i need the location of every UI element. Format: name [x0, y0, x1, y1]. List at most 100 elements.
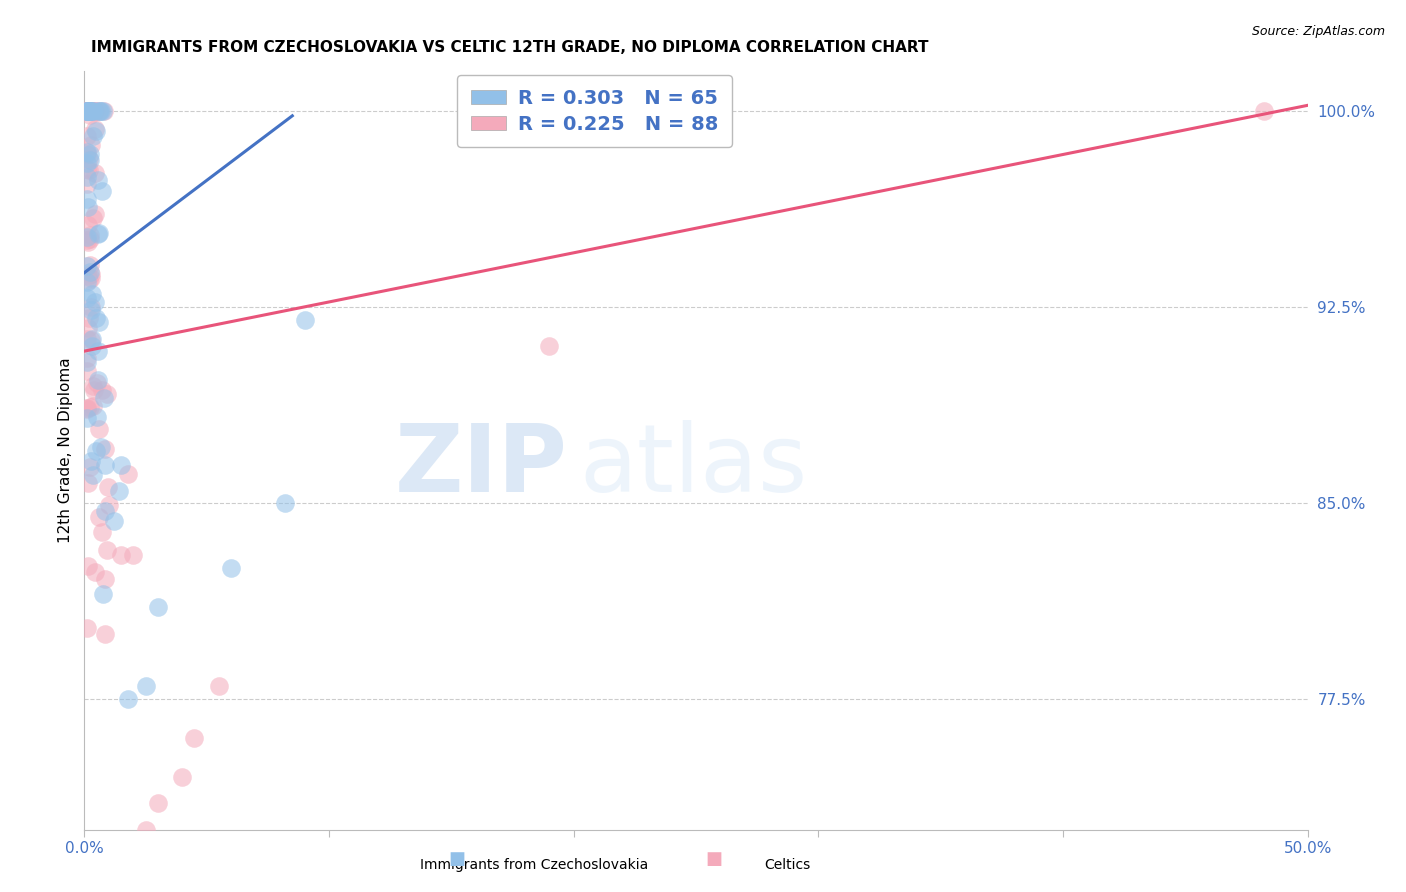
Point	[76, 233, 98, 247]
Text: ZIP: ZIP	[395, 419, 568, 512]
Point	[79, 232, 101, 246]
Point	[108, 483, 131, 498]
Point	[91, 587, 114, 601]
Point	[76, 103, 98, 118]
Point	[76, 235, 98, 250]
Point	[93, 103, 115, 118]
Point	[77, 103, 100, 118]
Point	[83, 103, 105, 118]
Point	[146, 797, 169, 811]
Point	[86, 444, 108, 458]
Point	[76, 355, 98, 369]
Point	[135, 679, 157, 693]
Point	[89, 103, 111, 118]
Point	[76, 103, 98, 118]
Point	[76, 146, 98, 161]
Point	[79, 228, 101, 243]
Point	[77, 321, 100, 335]
Point	[76, 103, 98, 118]
Point	[76, 103, 98, 118]
Point	[93, 391, 115, 405]
Point	[79, 103, 101, 118]
Point	[80, 301, 103, 315]
Text: ■: ■	[449, 850, 465, 868]
Text: Celtics: Celtics	[765, 858, 810, 872]
Point	[82, 211, 104, 225]
Point	[83, 166, 105, 180]
Point	[76, 103, 98, 118]
Text: Immigrants from Czechoslovakia: Immigrants from Czechoslovakia	[420, 858, 648, 872]
Point	[274, 496, 297, 510]
Point	[84, 124, 107, 138]
Point	[86, 103, 108, 118]
Point	[80, 339, 103, 353]
Point	[76, 103, 98, 118]
Point	[117, 691, 139, 706]
Point	[80, 270, 103, 285]
Point	[77, 311, 100, 326]
Point	[86, 409, 108, 424]
Point	[94, 572, 117, 586]
Point	[86, 376, 108, 391]
Point	[84, 565, 107, 579]
Point	[79, 103, 101, 118]
Point	[208, 679, 231, 693]
Point	[82, 103, 104, 118]
Point	[80, 334, 103, 348]
Point	[80, 103, 103, 118]
Point	[76, 103, 98, 118]
Point	[98, 498, 121, 512]
Point	[77, 268, 100, 283]
Point	[87, 172, 110, 186]
Point	[79, 153, 101, 167]
Point	[82, 399, 104, 413]
Point	[76, 145, 98, 160]
Point	[76, 621, 98, 635]
Point	[1253, 103, 1275, 118]
Point	[82, 468, 104, 483]
Y-axis label: 12th Grade, No Diploma: 12th Grade, No Diploma	[58, 358, 73, 543]
Point	[90, 103, 112, 118]
Point	[86, 373, 108, 387]
Point	[80, 103, 103, 118]
Point	[87, 226, 110, 240]
Legend: R = 0.303   N = 65, R = 0.225   N = 88: R = 0.303 N = 65, R = 0.225 N = 88	[457, 75, 731, 147]
Point	[77, 103, 100, 118]
Point	[94, 504, 117, 518]
Point	[83, 103, 105, 118]
Point	[76, 169, 98, 184]
Point	[76, 103, 98, 118]
Point	[76, 259, 98, 273]
Point	[77, 200, 100, 214]
Point	[76, 103, 98, 118]
Point	[83, 207, 105, 221]
Point	[80, 332, 103, 346]
Point	[122, 548, 145, 562]
Point	[76, 229, 98, 244]
Point	[82, 287, 104, 301]
Point	[83, 122, 105, 136]
Point	[76, 218, 98, 232]
Point	[91, 524, 114, 539]
Point	[183, 731, 205, 745]
Point	[135, 822, 157, 837]
Point	[538, 339, 561, 353]
Point	[77, 163, 100, 178]
Point	[93, 458, 115, 473]
Point	[76, 351, 98, 365]
Point	[79, 258, 101, 272]
Point	[80, 103, 103, 118]
Point	[172, 770, 194, 784]
Point	[80, 267, 103, 281]
Point	[96, 542, 118, 557]
Point	[76, 103, 98, 118]
Point	[77, 559, 100, 574]
Point	[79, 108, 101, 122]
Point	[89, 103, 111, 118]
Point	[87, 510, 110, 524]
Point	[91, 184, 114, 198]
Point	[110, 549, 132, 563]
Point	[79, 400, 101, 414]
Point	[77, 153, 100, 167]
Point	[76, 103, 98, 118]
